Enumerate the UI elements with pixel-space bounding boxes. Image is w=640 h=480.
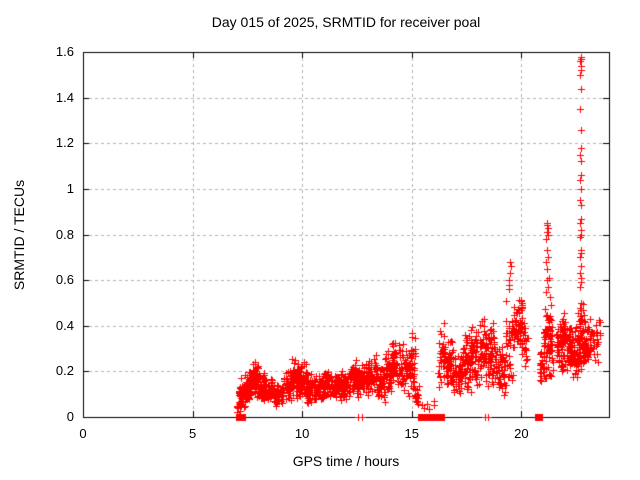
y-tick-label-1: 1: [66, 180, 74, 196]
chart-title: Day 015 of 2025, SRMTID for receiver poa…: [211, 14, 481, 30]
x-tick-label-5: 5: [188, 426, 197, 441]
x-tick-label-15: 15: [404, 426, 419, 441]
x-tick-label-20: 20: [514, 426, 529, 441]
y-tick-label-1.6: 1.6: [55, 44, 74, 59]
x-tick-label-10: 10: [294, 426, 310, 441]
y-tick-label-1.2: 1.2: [55, 135, 74, 151]
y-tick-label-0.2: 0.2: [55, 363, 74, 379]
y-tick-label-0.4: 0.4: [55, 317, 74, 333]
y-tick-label-0.6: 0.6: [55, 272, 74, 288]
y-tick-label-0: 0: [66, 409, 74, 424]
y-tick-label-1.4: 1.4: [55, 89, 74, 105]
y-tick-label-0.8: 0.8: [55, 226, 74, 242]
x-axis-label: GPS time / hours: [292, 453, 400, 469]
x-tick-label-0: 0: [79, 426, 87, 441]
